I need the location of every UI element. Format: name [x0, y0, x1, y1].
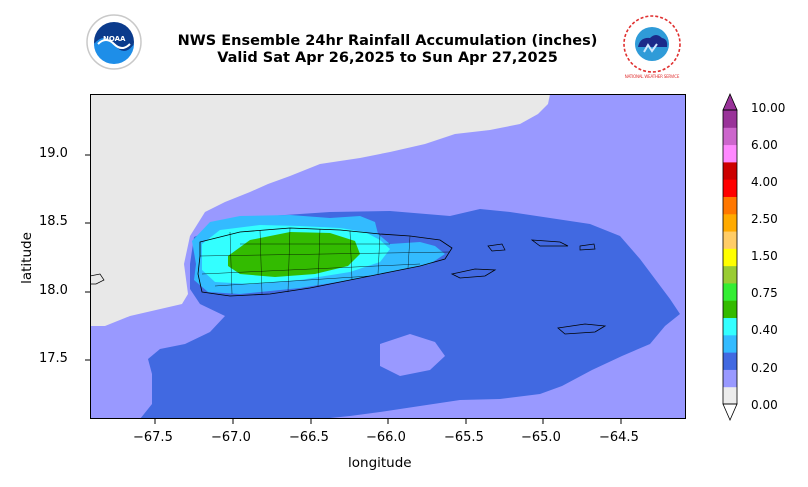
- x-tick-label: −65.5: [444, 430, 484, 445]
- colorbar-label: 0.40: [751, 323, 778, 337]
- y-axis-label: latitude: [19, 232, 35, 284]
- colorbar-segment: [723, 386, 737, 405]
- colorbar-label: 1.50: [751, 249, 778, 263]
- colorbar-segment: [723, 144, 737, 163]
- colorbar-extend-under: [722, 403, 738, 421]
- nws-logo: [622, 14, 682, 74]
- colorbar-segment: [723, 110, 737, 128]
- no-data-region: [90, 94, 550, 326]
- colorbar-label: 0.75: [751, 286, 778, 300]
- x-tick-label: −64.5: [599, 430, 639, 445]
- culebra-outline: [487, 243, 506, 252]
- title-line-2: Valid Sat Apr 26,2025 to Sun Apr 27,2025: [217, 50, 558, 66]
- virgin-islands-outline: [530, 239, 596, 251]
- municipality-lines: [199, 227, 451, 295]
- colorbar-segment: [723, 352, 737, 370]
- colorbar-label: 0.00: [751, 398, 778, 412]
- colorbar-segment: [723, 161, 737, 180]
- colorbar-segment: [723, 282, 737, 301]
- chart-title: NWS Ensemble 24hr Rainfall Accumulation …: [145, 33, 630, 67]
- light-pocket: [380, 334, 445, 376]
- colorbar-border: [722, 109, 738, 405]
- noaa-logo-text: NOAA: [103, 35, 126, 43]
- colorbar-label: 2.50: [751, 212, 778, 226]
- puerto-rico-outline: [197, 227, 453, 297]
- vieques-outline: [450, 268, 497, 279]
- x-axis-label: longitude: [348, 455, 412, 471]
- colorbar-segment: [723, 196, 737, 215]
- x-tick-label: −67.5: [133, 430, 173, 445]
- nws-logo-text: NATIONAL WEATHER SERVICE: [624, 74, 680, 79]
- plot-border: [90, 94, 686, 419]
- colorbar-segment: [723, 334, 737, 353]
- colorbar-segment: [723, 179, 737, 197]
- colorbar-segment: [723, 369, 737, 388]
- x-tick-label: −67.0: [211, 430, 251, 445]
- y-tick-label: 18.5: [39, 214, 68, 229]
- colorbar-extend-over: [722, 93, 738, 111]
- y-tick-label: 17.5: [39, 351, 68, 366]
- colorbar-label: 4.00: [751, 175, 778, 189]
- colorbar: [722, 93, 738, 421]
- st-croix-outline: [557, 323, 607, 335]
- colorbar-segment: [723, 248, 737, 267]
- colorbar-label: 0.20: [751, 361, 778, 375]
- x-tick-label: −66.0: [366, 430, 406, 445]
- colorbar-segment: [723, 317, 737, 336]
- hispaniola-edge: [90, 273, 105, 285]
- map-plot-area: [90, 94, 686, 419]
- colorbar-segment: [723, 213, 737, 232]
- colorbar-segment: [723, 231, 737, 249]
- y-tick-label: 19.0: [39, 146, 68, 161]
- colorbar-segment: [723, 300, 737, 319]
- colorbar-segment: [723, 265, 737, 284]
- title-line-1: NWS Ensemble 24hr Rainfall Accumulation …: [177, 33, 598, 49]
- x-tick-label: −65.0: [521, 430, 561, 445]
- colorbar-segment: [723, 127, 737, 146]
- colorbar-label: 10.00: [751, 101, 786, 115]
- colorbar-label: 6.00: [751, 138, 778, 152]
- y-tick-label: 18.0: [39, 283, 68, 298]
- x-tick-label: −66.5: [289, 430, 329, 445]
- noaa-logo: [86, 14, 142, 70]
